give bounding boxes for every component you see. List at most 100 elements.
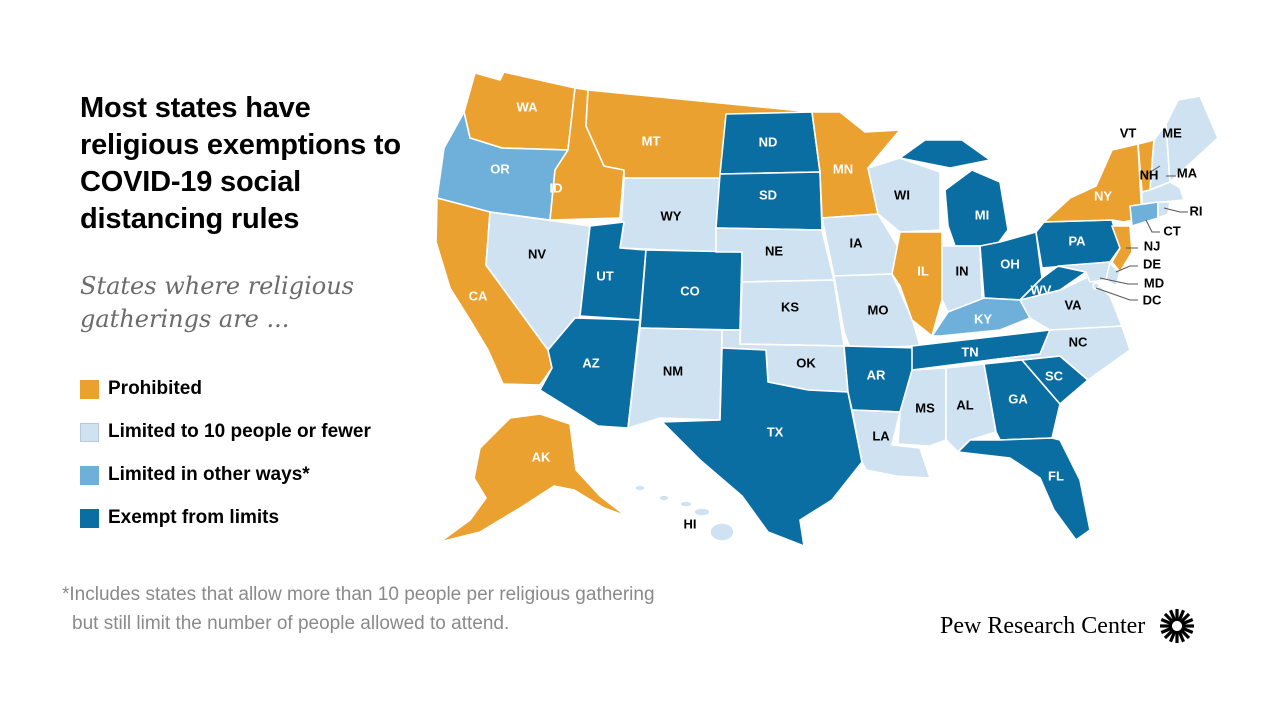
logo-ray <box>1169 630 1177 643</box>
label-NM: NM <box>663 363 683 378</box>
label-DC: DC <box>1143 292 1162 307</box>
label-WY: WY <box>661 208 682 223</box>
label-SC: SC <box>1045 368 1064 383</box>
label-FL: FL <box>1048 468 1064 483</box>
chart-subtitle: States where religious gatherings are ..… <box>80 272 354 333</box>
logo-ray <box>1179 612 1191 624</box>
label-AL: AL <box>956 397 973 412</box>
legend: Prohibited Limited to 10 people or fewer… <box>80 378 371 550</box>
state-HI-island <box>634 484 646 492</box>
footnote-line-1: *Includes states that allow more than 10… <box>62 584 655 605</box>
label-MO: MO <box>868 302 889 317</box>
state-MI-upper <box>899 139 991 169</box>
state-IL <box>891 231 943 337</box>
legend-label: Limited in other ways* <box>108 464 310 485</box>
label-RI: RI <box>1190 203 1203 218</box>
logo-ray <box>1164 628 1175 640</box>
chart-title: Most states have religious exemptions to… <box>80 92 401 235</box>
legend-swatch-exempt <box>80 508 99 528</box>
legend-item-prohibited: Prohibited <box>80 378 371 400</box>
state-NY <box>1043 143 1143 223</box>
label-DE: DE <box>1143 256 1161 271</box>
logo-ray <box>1179 628 1191 640</box>
logo-ray <box>1181 618 1194 626</box>
label-MD: MD <box>1144 275 1164 290</box>
label-MT: MT <box>642 133 661 148</box>
label-OK: OK <box>796 355 816 370</box>
label-MI: MI <box>975 207 989 222</box>
label-NE: NE <box>765 243 783 258</box>
label-TN: TN <box>961 344 978 359</box>
label-IN: IN <box>956 263 969 278</box>
label-HI: HI <box>684 516 697 531</box>
state-CT <box>1129 201 1159 227</box>
label-AK: AK <box>532 449 551 464</box>
state-MI <box>944 169 1009 247</box>
label-OH: OH <box>1000 256 1020 271</box>
label-NH: NH <box>1140 167 1159 182</box>
label-CO: CO <box>680 283 700 298</box>
state-MD <box>1057 261 1111 283</box>
brand-name: Pew Research Center <box>940 612 1146 639</box>
label-PA: PA <box>1068 233 1086 248</box>
legend-label: Limited to 10 people or fewer <box>108 421 371 442</box>
state-labels: WA OR CA ID MT NV WY UT AZ CO NM ND SD N… <box>469 99 1203 531</box>
footnote-line-2: but still limit the number of people all… <box>72 613 510 634</box>
legend-item-limited-10: Limited to 10 people or fewer <box>80 421 371 443</box>
legend-item-exempt: Exempt from limits <box>80 507 371 529</box>
legend-swatch-limited-10 <box>80 422 99 442</box>
state-LA <box>851 409 931 479</box>
legend-label: Prohibited <box>108 378 202 399</box>
state-NM <box>627 327 723 429</box>
state-AK <box>439 413 627 543</box>
label-CT: CT <box>1163 223 1180 238</box>
label-WI: WI <box>894 187 910 202</box>
label-IL: IL <box>917 263 929 278</box>
label-VA: VA <box>1064 297 1082 312</box>
label-AZ: AZ <box>582 355 599 370</box>
state-HI-island <box>679 500 693 508</box>
label-AR: AR <box>867 367 886 382</box>
label-SD: SD <box>759 187 777 202</box>
legend-swatch-prohibited <box>80 379 99 399</box>
label-TX: TX <box>767 424 784 439</box>
logo-ray <box>1160 626 1174 634</box>
label-WV: WV <box>1031 282 1052 297</box>
label-GA: GA <box>1008 391 1028 406</box>
logo-ray <box>1177 609 1186 622</box>
label-MN: MN <box>833 161 853 176</box>
logo-ray <box>1177 630 1186 643</box>
state-TX <box>661 347 863 547</box>
label-CA: CA <box>469 288 488 303</box>
label-VT: VT <box>1120 125 1137 140</box>
logo-ray <box>1164 612 1175 624</box>
state-HI-island <box>693 507 711 517</box>
brand: Pew Research Center <box>940 606 1197 646</box>
legend-label: Exempt from limits <box>108 507 280 528</box>
label-NJ: NJ <box>1144 238 1161 253</box>
label-OR: OR <box>490 161 510 176</box>
state-HI-group <box>634 484 735 542</box>
label-WA: WA <box>517 99 539 114</box>
label-NC: NC <box>1069 334 1088 349</box>
legend-swatch-limited-other <box>80 465 99 485</box>
label-MA: MA <box>1177 165 1198 180</box>
label-KS: KS <box>781 299 799 314</box>
logo-ray <box>1169 609 1177 622</box>
leader-lines <box>1095 165 1188 301</box>
state-FL <box>957 437 1091 541</box>
legend-item-limited-other: Limited in other ways* <box>80 464 371 486</box>
state-RI <box>1157 201 1171 219</box>
label-IA: IA <box>850 235 864 250</box>
state-HI <box>709 522 735 542</box>
pew-logo-icon <box>1160 609 1195 643</box>
label-ID: ID <box>550 180 563 195</box>
label-NY: NY <box>1094 188 1112 203</box>
label-MS: MS <box>915 400 935 415</box>
logo-ray <box>1181 626 1194 634</box>
label-LA: LA <box>872 428 890 443</box>
state-HI-island <box>658 494 670 502</box>
label-UT: UT <box>596 268 613 283</box>
footnote: *Includes states that allow more than 10… <box>62 580 822 638</box>
